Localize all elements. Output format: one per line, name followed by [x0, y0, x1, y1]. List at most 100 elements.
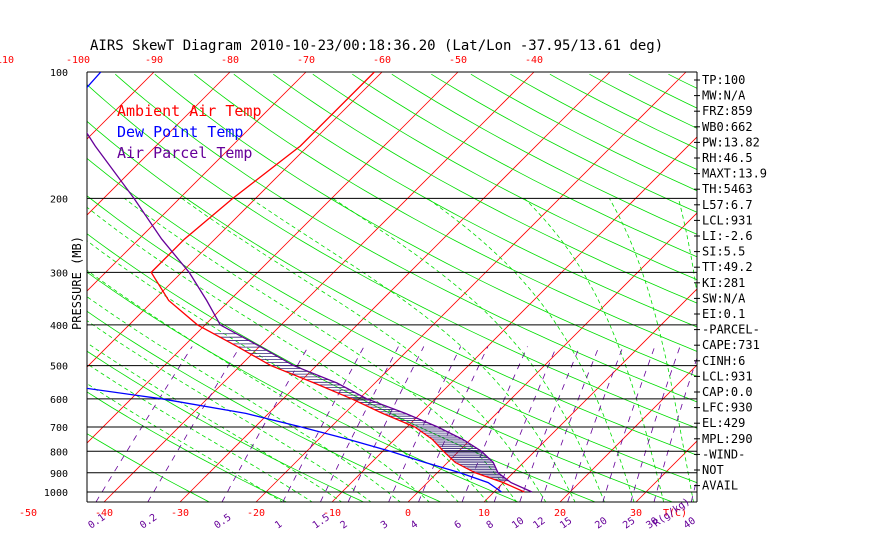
- mixing-ratio-tick-label: 1: [273, 519, 284, 531]
- dry-adiabat-line: [549, 73, 697, 150]
- isotherm-line: [331, 136, 697, 502]
- dry-adiabat-line: [115, 73, 697, 403]
- index-entry: NOT: [702, 463, 724, 477]
- dry-adiabat-line: [273, 73, 697, 304]
- mixing-ratio-line: [388, 346, 462, 502]
- isotherm-line: [87, 72, 307, 292]
- isotherm-line: [255, 72, 687, 502]
- top-temp-tick-label: -40: [525, 55, 543, 66]
- index-entry: LI:-2.6: [702, 229, 753, 243]
- dry-adiabat-line: [87, 157, 697, 484]
- isotherm-line: [864, 72, 870, 502]
- isotherm-line: [483, 288, 697, 502]
- bottom-temp-tick-label: 20: [554, 508, 566, 519]
- index-entry: FRZ:859: [702, 104, 753, 118]
- index-entry: L57:6.7: [702, 198, 753, 212]
- chart-title: AIRS SkewT Diagram 2010-10-23/00:18:36.2…: [90, 38, 663, 54]
- legend-entry: Air Parcel Temp: [117, 144, 252, 162]
- index-entry: CINH:6: [702, 354, 745, 368]
- index-entry: TT:49.2: [702, 260, 753, 274]
- index-entry: CAPE:731: [702, 338, 760, 352]
- moist-adiabat-line: [87, 206, 489, 502]
- cape-area: [212, 333, 509, 482]
- plot-area: [87, 72, 697, 502]
- bottom-temp-tick-label: -30: [171, 508, 189, 519]
- x-axis-unit-label: T(C): [663, 508, 687, 519]
- dry-adiabat-line: [510, 73, 697, 170]
- isotherm-line: [103, 72, 535, 502]
- pressure-tick-label: 500: [50, 362, 68, 373]
- isotherm-line: [0, 72, 78, 502]
- mixing-ratio-line: [519, 346, 581, 502]
- bottom-temp-tick-label: -20: [247, 508, 265, 519]
- top-temp-tick-label: -50: [449, 55, 467, 66]
- top-temp-tick-label: -70: [297, 55, 315, 66]
- mixing-ratio-line: [630, 346, 681, 502]
- isotherm-line: [87, 72, 231, 216]
- moist-adiabat-line: [524, 198, 665, 502]
- index-entry: SW:N/A: [702, 291, 746, 305]
- index-entry: LFC:930: [702, 401, 753, 415]
- mixing-ratio-line: [493, 346, 557, 502]
- dry-adiabat-line: [866, 74, 870, 502]
- index-entry: TH:5463: [702, 182, 753, 196]
- dry-adiabat-line: [352, 73, 697, 258]
- index-entry: AVAIL: [702, 479, 738, 493]
- mixing-ratio-tick-label: 8: [485, 519, 496, 531]
- mixing-ratio-line: [347, 346, 425, 502]
- dry-adiabat-line: [233, 73, 697, 328]
- mixing-ratio-line: [602, 346, 656, 502]
- moist-adiabat-line: [87, 320, 372, 502]
- dry-adiabat-line: [154, 73, 697, 377]
- index-entry: -WIND-: [702, 447, 745, 461]
- mixing-ratio-line: [221, 346, 309, 502]
- dry-adiabat-line: [470, 73, 697, 192]
- dry-adiabat-line: [391, 73, 697, 235]
- mixing-ratio-tick-label: 6: [453, 519, 464, 531]
- isotherm-line: [179, 72, 611, 502]
- pressure-tick-label: 200: [50, 194, 68, 205]
- mixing-ratio-line: [653, 356, 697, 502]
- mixing-ratio-line: [540, 346, 600, 502]
- index-entry: TP:100: [702, 73, 745, 87]
- moist-adiabat-line: [609, 198, 694, 502]
- index-entry: MPL:290: [702, 432, 753, 446]
- index-entry: MW:N/A: [702, 89, 746, 103]
- moist-adiabat-line: [87, 383, 284, 502]
- bottom-temp-tick-label: -50: [19, 508, 37, 519]
- mixing-ratio-tick-label: 4: [409, 519, 420, 531]
- pressure-tick-label: 600: [50, 395, 68, 406]
- moist-adiabat-line: [87, 363, 313, 502]
- index-entry: PW:13.82: [702, 135, 760, 149]
- mixing-ratio-line: [418, 346, 489, 502]
- isotherm-line: [559, 364, 697, 502]
- index-entry: LCL:931: [702, 213, 753, 227]
- dry-adiabat-line: [87, 310, 441, 502]
- mixing-ratio-tick-label: 20: [593, 516, 609, 532]
- legend: Ambient Air Temp Dew Point Temp Air Parcel…: [117, 102, 262, 162]
- bottom-temp-tick-label: -40: [95, 508, 113, 519]
- dry-adiabat-line: [431, 73, 697, 213]
- moist-adiabat-line: [250, 198, 576, 502]
- pressure-tick-label: 800: [50, 447, 68, 458]
- legend-entry: Dew Point Temp: [117, 123, 243, 141]
- mixing-ratio-tick-label: 0.5: [212, 512, 233, 531]
- mixing-ratio-line: [282, 346, 365, 502]
- index-entry: RH:46.5: [702, 151, 753, 165]
- moist-adiabat-line: [332, 198, 605, 502]
- mixing-ratio-tick-label: 2: [339, 519, 350, 531]
- bottom-temp-tick-label: 30: [630, 508, 642, 519]
- index-entry: EI:0.1: [702, 307, 745, 321]
- top-temp-tick-label: -80: [221, 55, 239, 66]
- dry-adiabat-line: [747, 74, 870, 502]
- index-entry: KI:281: [702, 276, 745, 290]
- bottom-temp-tick-label: -10: [323, 508, 341, 519]
- mixing-ratio-tick-label: 3: [379, 519, 390, 531]
- series-line: [87, 72, 502, 493]
- pressure-tick-label: 700: [50, 423, 68, 434]
- isotherm-line: [788, 72, 870, 502]
- sounding-profiles: [87, 72, 533, 493]
- pressure-tick-label: 300: [50, 268, 68, 279]
